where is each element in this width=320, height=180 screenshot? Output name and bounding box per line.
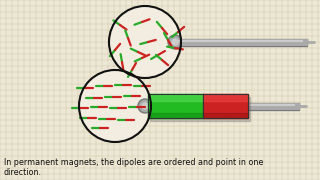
Bar — [203, 113, 248, 118]
Bar — [148, 94, 203, 118]
Bar — [203, 94, 248, 101]
Circle shape — [109, 6, 181, 78]
Circle shape — [140, 100, 150, 111]
Bar — [148, 94, 248, 118]
Circle shape — [170, 37, 180, 48]
Text: direction.: direction. — [4, 168, 42, 177]
Circle shape — [168, 35, 182, 49]
Circle shape — [79, 70, 151, 142]
Bar — [148, 94, 203, 101]
Circle shape — [142, 103, 148, 109]
Bar — [150, 97, 250, 121]
Circle shape — [172, 39, 178, 45]
Text: In permanent magnets, the dipoles are ordered and point in one: In permanent magnets, the dipoles are or… — [4, 158, 263, 167]
Bar — [148, 113, 203, 118]
Bar — [203, 94, 248, 118]
Circle shape — [138, 99, 152, 113]
